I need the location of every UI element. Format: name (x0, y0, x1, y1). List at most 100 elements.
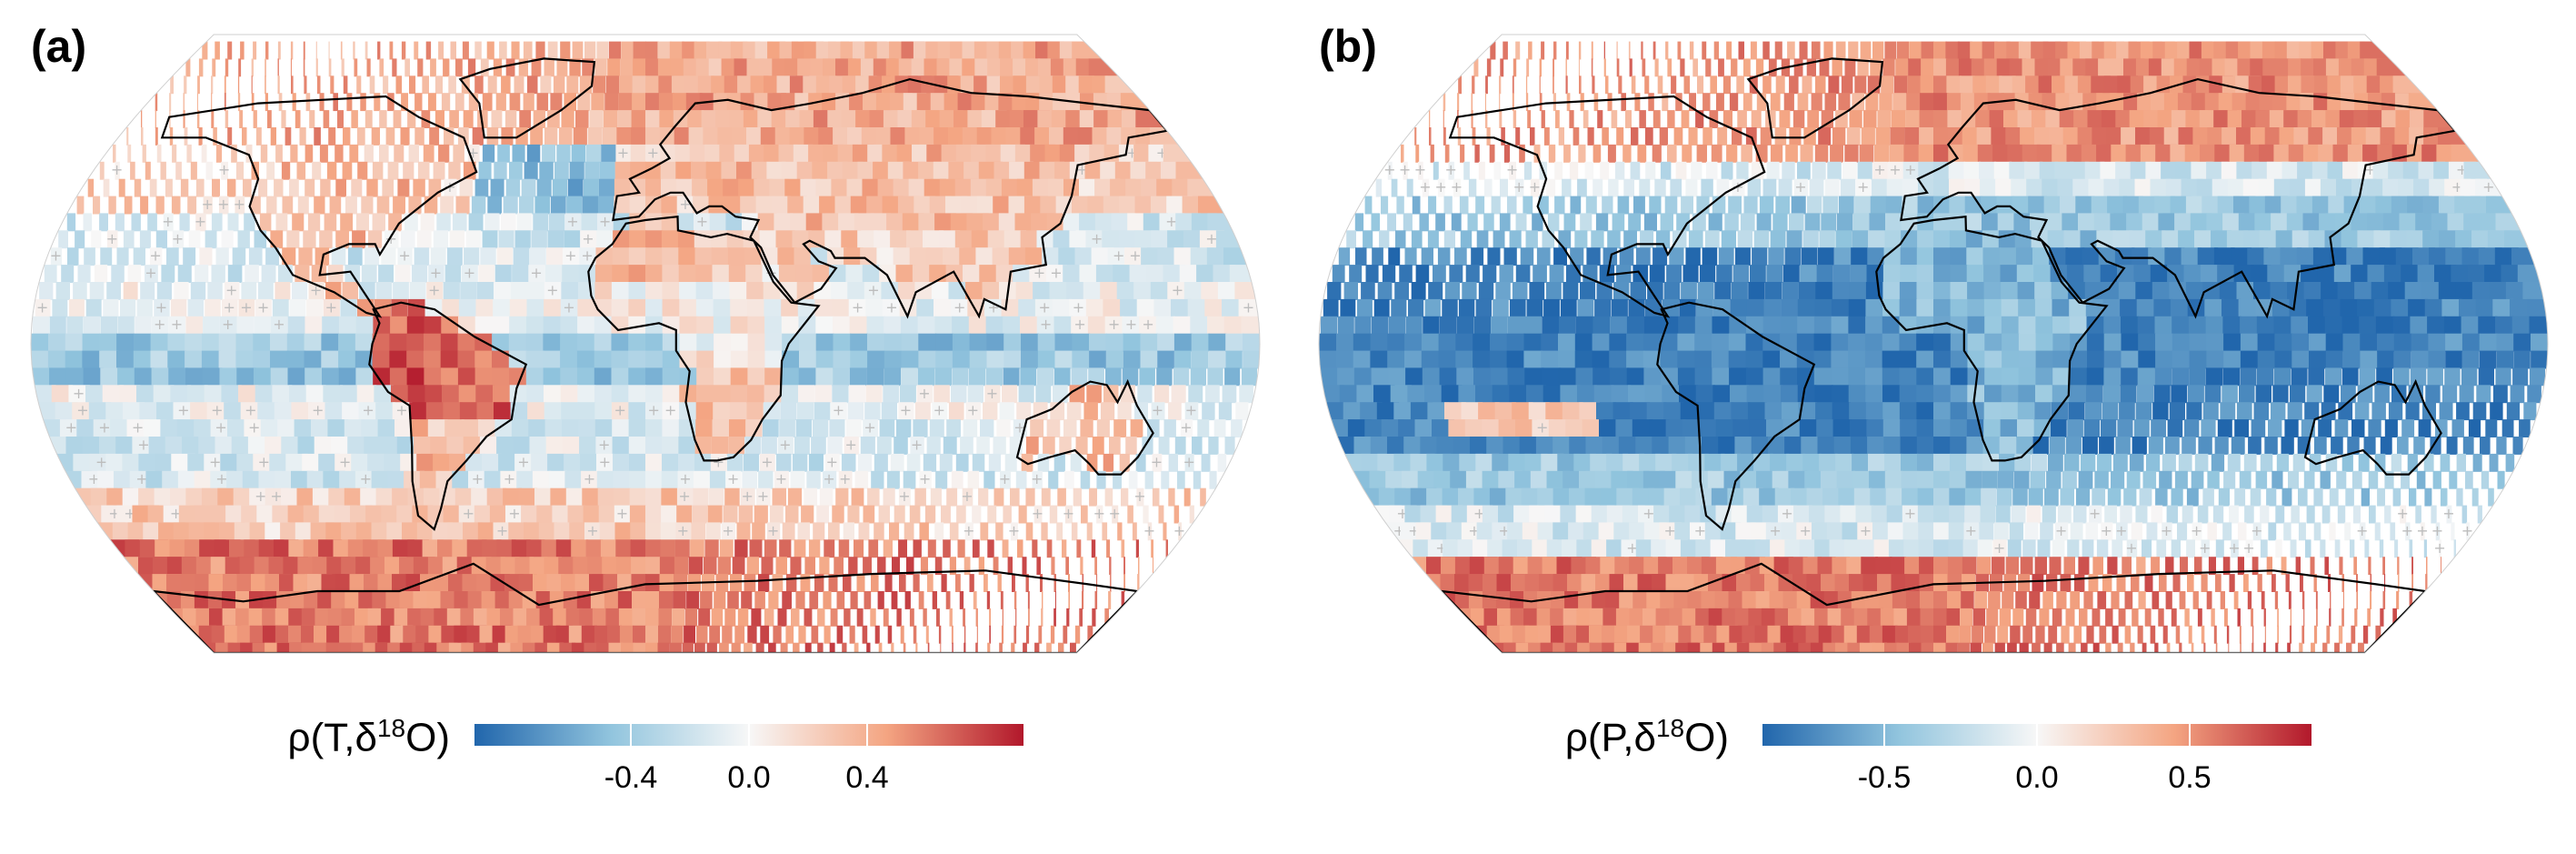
colorbar-a-tick: 0.0 (727, 760, 771, 795)
svg-text:+: + (1781, 505, 1792, 522)
svg-text:+: + (999, 470, 1011, 487)
svg-text:+: + (1063, 505, 1074, 522)
svg-text:+: + (833, 402, 844, 419)
colorbar-title-a: ρ(T,δ18O) (287, 714, 450, 760)
svg-text:+: + (614, 402, 625, 419)
svg-text:+: + (918, 385, 930, 402)
coastline-namerica (160, 95, 478, 318)
svg-text:+: + (1108, 505, 1120, 522)
svg-text:+: + (678, 487, 690, 505)
svg-text:+: + (741, 487, 753, 505)
svg-text:+: + (209, 453, 221, 470)
svg-text:+: + (727, 470, 739, 487)
coastlines (1438, 57, 2457, 653)
svg-text:+: + (1873, 161, 1885, 178)
svg-text:+: + (2442, 505, 2454, 522)
svg-text:+: + (1129, 247, 1141, 265)
svg-text:+: + (826, 453, 838, 470)
svg-text:+: + (1434, 178, 1446, 196)
svg-text:+: + (257, 298, 269, 316)
colorbar-b (1762, 724, 2311, 746)
svg-text:+: + (258, 453, 270, 470)
svg-text:+: + (852, 298, 864, 316)
coastline-greenland (458, 57, 596, 139)
svg-text:+: + (1399, 161, 1411, 178)
svg-text:+: + (517, 453, 529, 470)
svg-text:+: + (2431, 522, 2443, 539)
colorbar-title-b: ρ(P,δ18O) (1564, 714, 1729, 760)
svg-text:+: + (779, 436, 791, 453)
svg-text:+: + (496, 522, 508, 539)
svg-text:+: + (1113, 247, 1124, 265)
svg-text:+: + (586, 522, 598, 539)
svg-text:+: + (137, 436, 149, 453)
svg-text:+: + (934, 402, 945, 419)
svg-text:+: + (844, 436, 856, 453)
svg-text:+: + (919, 470, 931, 487)
svg-text:+: + (1529, 178, 1541, 196)
panel-label-b: (b) (1319, 21, 1377, 72)
svg-text:+: + (325, 298, 337, 316)
svg-text:+: + (218, 161, 230, 178)
svg-text:+: + (617, 144, 629, 161)
svg-text:+: + (961, 487, 973, 505)
svg-text:+: + (172, 230, 184, 247)
svg-text:+: + (1008, 522, 1020, 539)
svg-text:+: + (234, 196, 245, 213)
svg-text:+: + (106, 230, 118, 247)
svg-text:+: + (647, 402, 659, 419)
svg-text:+: + (1694, 522, 1706, 539)
svg-text:+: + (339, 453, 351, 470)
svg-text:+: + (2228, 539, 2240, 557)
svg-text:+: + (867, 281, 879, 298)
svg-text:+: + (757, 487, 769, 505)
svg-text:+: + (1108, 316, 1120, 333)
svg-text:+: + (898, 487, 910, 505)
svg-text:+: + (713, 453, 724, 470)
svg-text:+: + (1889, 161, 1901, 178)
svg-text:+: + (225, 281, 237, 298)
svg-text:+: + (546, 281, 558, 298)
svg-text:+: + (1033, 265, 1045, 282)
svg-text:+: + (162, 213, 174, 230)
svg-text:+: + (647, 144, 659, 161)
svg-text:+: + (1769, 522, 1781, 539)
svg-text:+: + (2461, 522, 2473, 539)
svg-text:+: + (767, 522, 779, 539)
map-outline (30, 34, 1261, 654)
svg-text:+: + (679, 196, 691, 213)
correlation-map-temperature: + + + + + + + + + + + + + + + + + + + + + + + + + + + + + + + + + + + + + + + +… (30, 34, 1261, 654)
svg-text:+: + (65, 419, 77, 437)
svg-text:+: + (599, 213, 611, 230)
svg-text:+: + (1151, 453, 1163, 470)
svg-text:+: + (135, 470, 147, 487)
svg-text:+: + (1091, 230, 1103, 247)
svg-text:+: + (240, 298, 252, 316)
svg-text:+: + (312, 402, 324, 419)
svg-text:+: + (679, 470, 691, 487)
svg-text:+: + (616, 505, 628, 522)
svg-text:+: + (149, 247, 161, 265)
panel-b: (b) + + + + + + + + + + + + + + + + + + + + + + + + + + + + + + + + + + + +… (1288, 0, 2576, 854)
colorbar-a-tick: 0.4 (845, 760, 889, 795)
svg-text:+: + (1794, 178, 1806, 196)
svg-text:+: + (1050, 265, 1062, 282)
coastline-antarctica (1438, 562, 2428, 653)
svg-text:+: + (963, 522, 974, 539)
coastline-antarctica (150, 562, 1140, 653)
svg-text:+: + (395, 402, 407, 419)
svg-text:+: + (582, 230, 594, 247)
panel-a: (a) + + + + + + + + + + + + + + + + + + + + + + + + + + + + + + + + + + + +… (30, 21, 1261, 795)
svg-text:+: + (1142, 316, 1153, 333)
svg-text:+: + (245, 402, 256, 419)
svg-text:+: + (564, 247, 576, 265)
svg-text:+: + (954, 298, 965, 316)
svg-text:+: + (36, 298, 48, 316)
svg-text:+: + (2055, 522, 2067, 539)
coastline-eurasia (612, 77, 1169, 319)
svg-text:+: + (360, 470, 372, 487)
svg-text:+: + (88, 470, 100, 487)
svg-text:+: + (775, 470, 787, 487)
coastline-greenland (1746, 57, 1884, 139)
svg-text:+: + (472, 470, 484, 487)
